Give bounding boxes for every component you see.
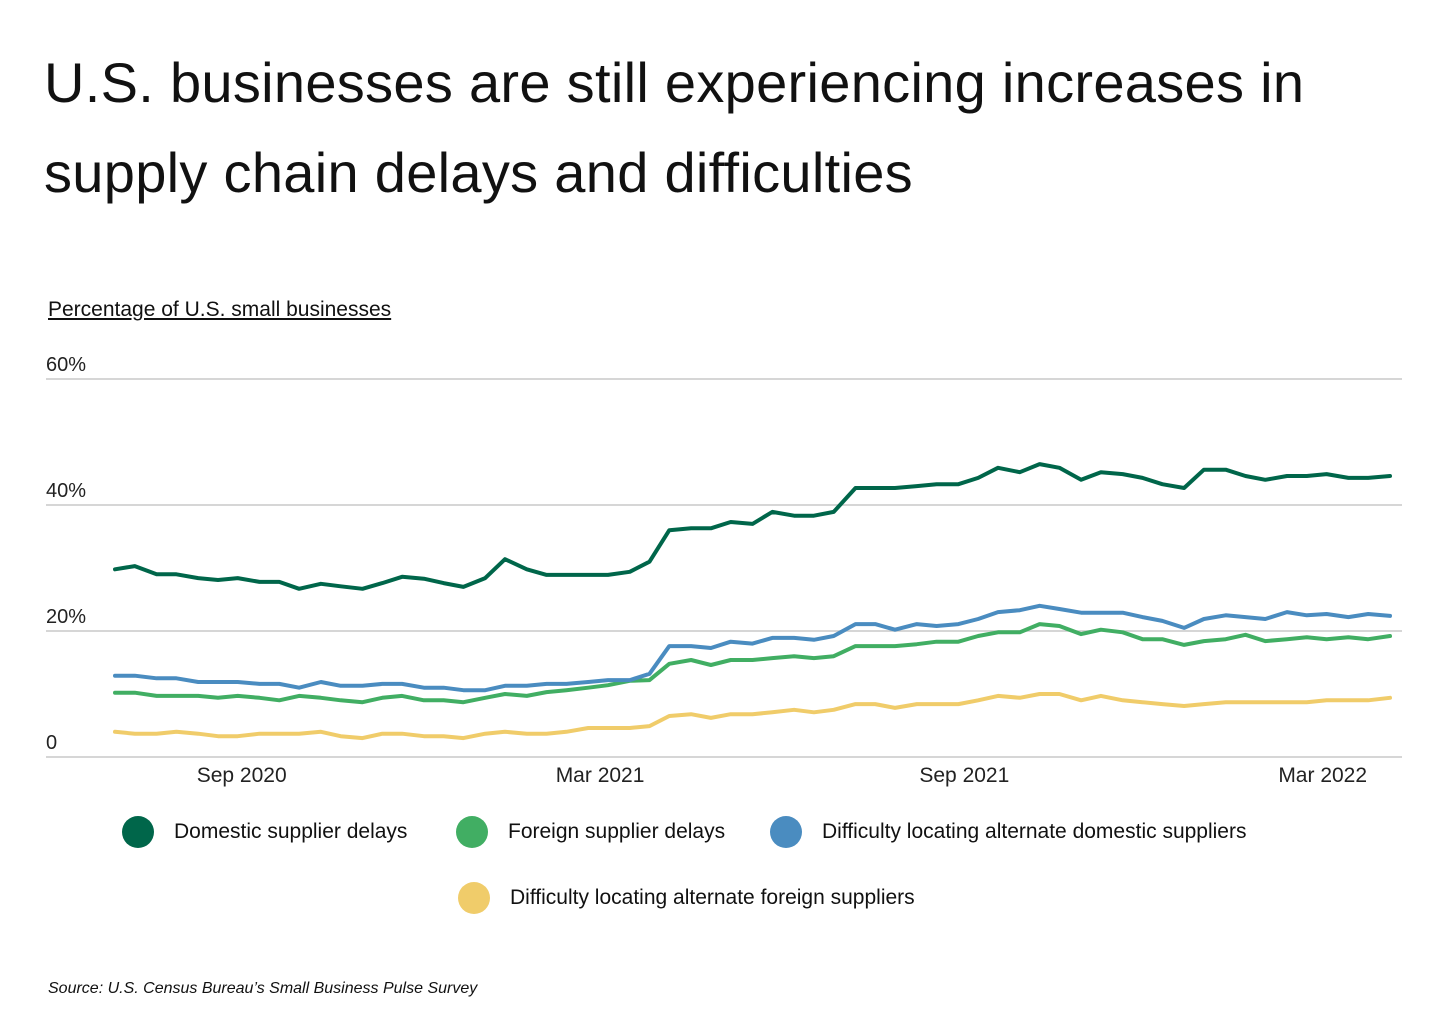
- legend-item-alt-domestic: Difficulty locating alternate domestic s…: [770, 816, 1246, 848]
- series-line-0: [113, 462, 1392, 591]
- y-tick-label: 40%: [46, 480, 86, 502]
- legend-item-domestic: Domestic supplier delays: [122, 816, 407, 848]
- y-axis-label: Percentage of U.S. small businesses: [48, 298, 392, 321]
- legend-swatch-icon: [458, 882, 490, 914]
- y-tick-label: 0: [46, 732, 57, 754]
- legend-label: Foreign supplier delays: [508, 820, 726, 843]
- x-tick-label: Mar 2021: [556, 764, 645, 787]
- x-tick-label: Mar 2022: [1278, 764, 1367, 787]
- legend-swatch-icon: [456, 816, 488, 848]
- x-tick-label: Sep 2020: [197, 764, 287, 787]
- y-tick-label: 60%: [46, 354, 86, 376]
- legend-swatch-icon: [770, 816, 802, 848]
- x-tick-label: Sep 2021: [919, 764, 1009, 787]
- line-chart: 0 20% 40% 60% Sep 2020 Mar 2021 Sep 2021 Mar 20…: [46, 354, 1402, 787]
- legend-label: Difficulty locating alternate foreign su…: [510, 886, 915, 909]
- legend-label: Domestic supplier delays: [174, 820, 408, 843]
- source-note: Source: U.S. Census Bureau’s Small Busin…: [48, 980, 478, 997]
- legend-item-alt-foreign: Difficulty locating alternate foreign su…: [458, 882, 915, 914]
- legend-label: Difficulty locating alternate domestic s…: [822, 820, 1247, 843]
- legend-item-foreign: Foreign supplier delays: [456, 816, 725, 848]
- y-tick-label: 20%: [46, 606, 86, 628]
- legend-swatch-icon: [122, 816, 154, 848]
- series-line-3: [113, 692, 1392, 741]
- series-line-2: [113, 603, 1392, 693]
- series-line-1: [113, 622, 1392, 705]
- chart-title: U.S. businesses are still experiencing i…: [44, 51, 1305, 204]
